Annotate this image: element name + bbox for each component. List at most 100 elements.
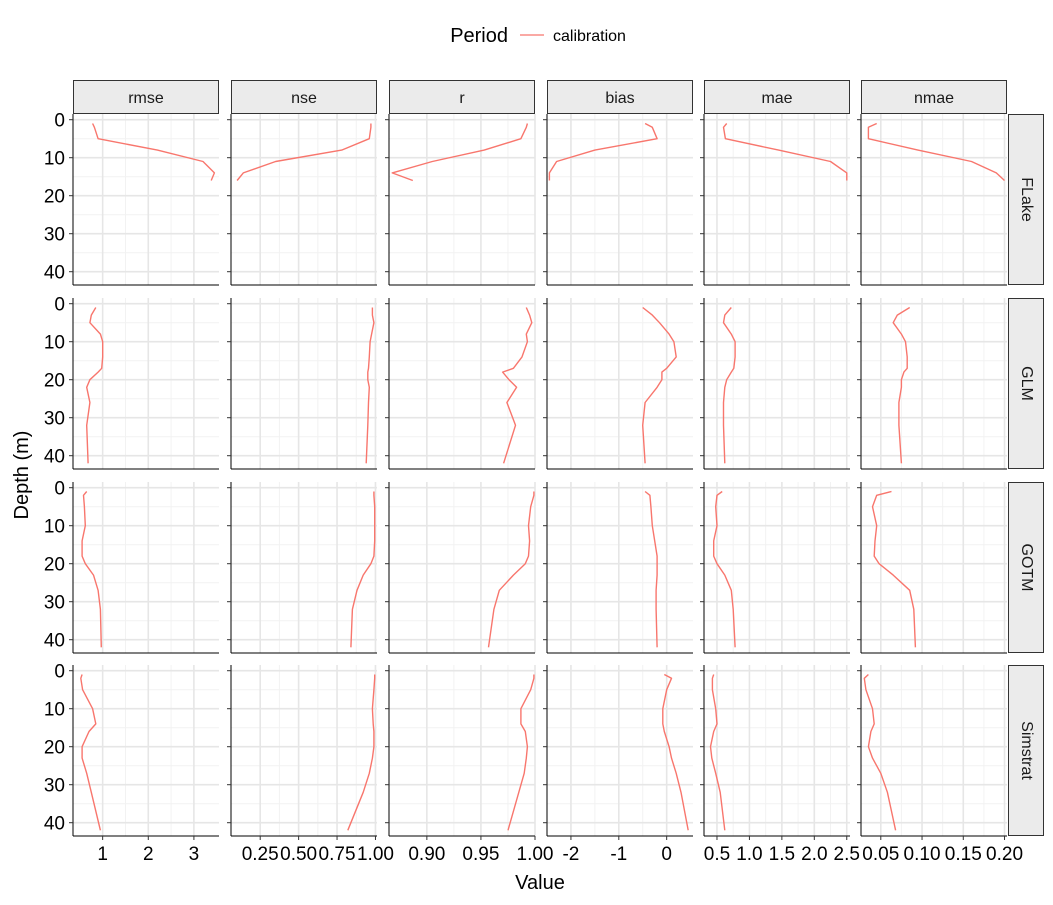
- strip-rmse: rmse: [73, 80, 219, 114]
- y-tick-label: 0: [54, 111, 65, 132]
- legend-title: Period: [450, 25, 508, 47]
- strip-label-bias: bias: [605, 90, 634, 107]
- strip-bias: bias: [547, 80, 693, 114]
- strip-background: [861, 80, 1007, 114]
- strip-background: [704, 80, 850, 114]
- panel-flake-mae: [703, 114, 850, 286]
- series-line-simstrat-nse: [347, 674, 376, 831]
- series-line-flake-mae: [722, 123, 848, 181]
- panel-background: [231, 298, 377, 469]
- series-line-simstrat-nmae: [863, 673, 897, 831]
- x-tick-label-nmae: 0.10: [904, 844, 941, 865]
- series-line-flake-bias: [548, 122, 658, 181]
- panel-background: [73, 482, 219, 653]
- panel-background: [704, 482, 850, 653]
- x-tick-label-r: 1.00: [517, 844, 554, 865]
- x-tick-label-mae: 2.5: [834, 844, 860, 865]
- panel-glm-bias: [546, 298, 693, 470]
- strip-background: [1008, 482, 1044, 653]
- strip-label-gotm: GOTM: [1018, 544, 1035, 592]
- strip-label-glm: GLM: [1018, 366, 1035, 401]
- x-tick-label-nse: 0.75: [319, 844, 356, 865]
- panel-glm-nse: [230, 298, 377, 470]
- y-axis-title: Depth (m): [11, 431, 33, 520]
- panel-flake-rmse: [72, 114, 219, 286]
- y-tick-label: 40: [44, 814, 65, 835]
- panel-simstrat-bias: [546, 665, 693, 837]
- y-tick-label: 10: [44, 700, 65, 721]
- series-line-glm-mae: [722, 307, 736, 464]
- y-tick-label: 30: [44, 225, 65, 246]
- series-line-simstrat-rmse: [80, 674, 102, 831]
- panel-simstrat-rmse: [72, 665, 219, 837]
- series-line-flake-rmse: [91, 123, 216, 181]
- panel-gotm-mae: [703, 482, 850, 654]
- panel-background: [861, 665, 1007, 836]
- panel-gotm-rmse: [72, 482, 219, 654]
- strip-label-nse: nse: [291, 90, 317, 107]
- x-tick-label-nmae: 0.05: [862, 844, 899, 865]
- strip-background: [1008, 665, 1044, 836]
- panel-background: [231, 482, 377, 653]
- legend: Period calibration: [450, 25, 626, 47]
- series-line-gotm-rmse: [81, 491, 102, 648]
- strip-nse: nse: [231, 80, 377, 114]
- y-tick-label: 10: [44, 333, 65, 354]
- panel-simstrat-nmae: [860, 665, 1007, 837]
- x-tick-label-nmae: 0.20: [986, 844, 1023, 865]
- y-tick-label: 0: [54, 662, 65, 683]
- strips-layer: rmse nse r bias mae nmae FLake GLM GOTM Simstrat: [73, 80, 1044, 836]
- x-tick-label-nse: 1.00: [357, 844, 394, 865]
- panel-flake-bias: [546, 114, 693, 286]
- strip-label-flake: FLake: [1018, 177, 1035, 222]
- y-tick-label: 10: [44, 149, 65, 170]
- x-tick-label-rmse: 2: [143, 844, 154, 865]
- y-tick-label: 30: [44, 593, 65, 614]
- panel-gotm-nse: [230, 482, 377, 654]
- panel-background: [547, 298, 693, 469]
- x-tick-label-bias: -1: [610, 844, 627, 865]
- x-tick-label-mae: 1.0: [736, 844, 762, 865]
- strip-background: [231, 80, 377, 114]
- panel-background: [73, 114, 219, 285]
- y-tick-label: 20: [44, 738, 65, 759]
- series-line-gotm-bias: [644, 490, 658, 648]
- panel-glm-rmse: [72, 298, 219, 470]
- x-tick-label-r: 0.95: [462, 844, 499, 865]
- strip-mae: mae: [704, 80, 850, 114]
- panel-background: [231, 114, 377, 285]
- panel-background: [231, 665, 377, 836]
- y-tick-label: 0: [54, 479, 65, 500]
- panel-simstrat-mae: [703, 665, 850, 837]
- strip-background: [389, 80, 535, 114]
- x-tick-label-rmse: 1: [97, 844, 108, 865]
- x-tick-label-nse: 0.25: [242, 844, 279, 865]
- x-tick-label-rmse: 3: [189, 844, 200, 865]
- series-line-glm-nmae: [892, 306, 911, 464]
- strip-label-r: r: [459, 90, 465, 107]
- panel-background: [704, 298, 850, 469]
- series-line-simstrat-r: [507, 674, 535, 831]
- panel-glm-nmae: [860, 298, 1007, 470]
- strip-flake: FLake: [1008, 114, 1044, 285]
- strip-background: [73, 80, 219, 114]
- panel-gotm-r: [388, 482, 536, 654]
- legend-label-calibration: calibration: [553, 28, 626, 45]
- strip-background: [1008, 114, 1044, 285]
- panel-background: [73, 665, 219, 836]
- panel-background: [547, 482, 693, 653]
- panel-background: [861, 482, 1007, 653]
- y-tick-label: 10: [44, 517, 65, 538]
- strip-r: r: [389, 80, 535, 114]
- panel-glm-mae: [703, 298, 850, 470]
- panel-gotm-bias: [546, 482, 693, 654]
- y-tick-label: 20: [44, 371, 65, 392]
- y-tick-label: 20: [44, 187, 65, 208]
- series-line-flake-nmae: [867, 122, 1005, 182]
- panel-background: [704, 665, 850, 836]
- y-tick-label: 40: [44, 263, 65, 284]
- panels-layer: [72, 114, 1007, 837]
- series-line-glm-bias: [642, 306, 677, 464]
- panel-background: [861, 114, 1007, 285]
